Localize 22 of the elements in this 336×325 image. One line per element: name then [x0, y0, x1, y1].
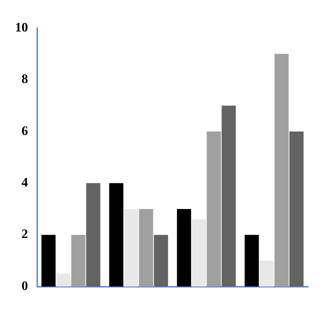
y-tick-label: 4	[22, 174, 28, 190]
bar	[274, 54, 289, 287]
bar	[41, 234, 56, 287]
bar	[289, 131, 304, 287]
bar	[154, 234, 168, 287]
bar	[86, 183, 100, 287]
bar	[260, 260, 274, 287]
y-tick-label: 10	[15, 19, 28, 34]
bar	[56, 274, 71, 287]
y-tick-label: 8	[22, 71, 28, 86]
bar	[71, 234, 86, 287]
bar	[109, 183, 124, 287]
y-tick-label: 0	[22, 278, 28, 293]
bar	[206, 131, 221, 287]
bar	[244, 234, 259, 287]
bar	[176, 209, 192, 287]
bar	[192, 219, 206, 287]
bar	[222, 106, 236, 287]
y-tick-label: 6	[22, 122, 28, 138]
bar	[139, 209, 154, 287]
bar	[124, 209, 138, 287]
y-tick-label: 2	[22, 226, 28, 242]
